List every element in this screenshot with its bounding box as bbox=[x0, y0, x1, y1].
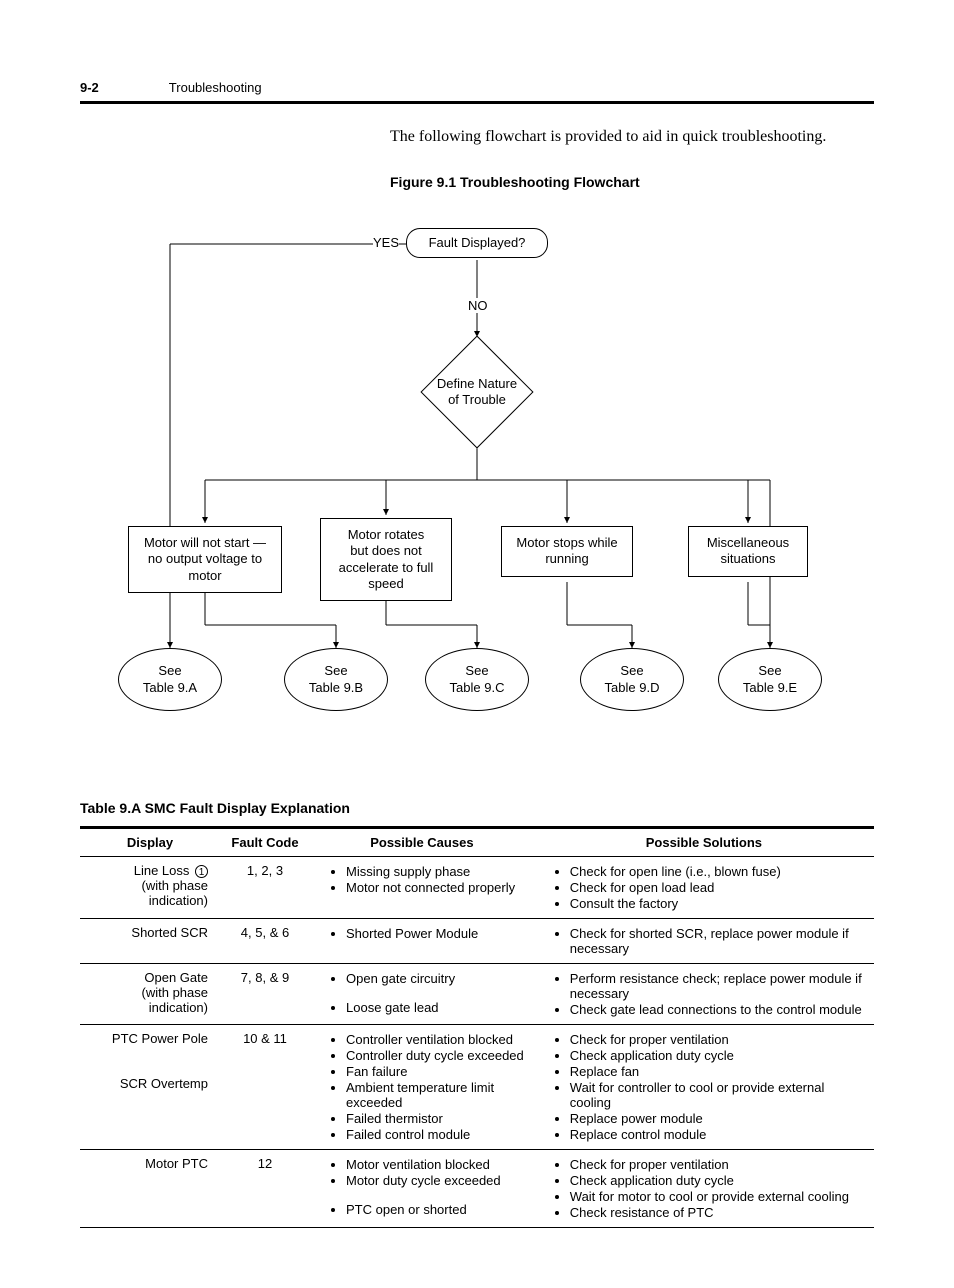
node-see-9e: See Table 9.E bbox=[718, 648, 822, 711]
cell-code: 12 bbox=[220, 1150, 310, 1228]
footnote-icon: 1 bbox=[195, 865, 208, 878]
cell-solutions: Perform resistance check; replace power … bbox=[534, 964, 874, 1025]
node-text-l1: Define Nature bbox=[437, 376, 517, 391]
fault-table: Display Fault Code Possible Causes Possi… bbox=[80, 826, 874, 1228]
th-solutions: Possible Solutions bbox=[534, 828, 874, 857]
header-title: Troubleshooting bbox=[169, 80, 262, 95]
node-fault-displayed: Fault Displayed? bbox=[406, 228, 548, 258]
node-define-nature: Define Nature of Trouble bbox=[421, 336, 533, 448]
node-text-l1: Motor rotates bbox=[348, 527, 425, 542]
flowchart: Fault Displayed? YES NO Define Nature of… bbox=[80, 220, 874, 760]
cell-code: 1, 2, 3 bbox=[220, 857, 310, 919]
table-ref: Table 9.C bbox=[450, 680, 505, 695]
node-text-l4: speed bbox=[368, 576, 403, 591]
table-row: PTC Power Pole SCR Overtemp 10 & 11 Cont… bbox=[80, 1025, 874, 1150]
cell-display: Shorted SCR bbox=[80, 919, 220, 964]
cell-causes: Missing supply phase Motor not connected… bbox=[310, 857, 534, 919]
see-label: See bbox=[465, 663, 488, 678]
node-text-l2: running bbox=[545, 551, 588, 566]
cell-display: Motor PTC bbox=[80, 1150, 220, 1228]
node-branch-misc: Miscellaneous situations bbox=[688, 526, 808, 577]
cell-solutions: Check for proper ventilation Check appli… bbox=[534, 1025, 874, 1150]
table-header-row: Display Fault Code Possible Causes Possi… bbox=[80, 828, 874, 857]
table-row: Line Loss 1 (with phase indication) 1, 2… bbox=[80, 857, 874, 919]
node-text-l3: motor bbox=[188, 568, 221, 583]
see-label: See bbox=[324, 663, 347, 678]
table-row: Open Gate (with phase indication) 7, 8, … bbox=[80, 964, 874, 1025]
table-ref: Table 9.B bbox=[309, 680, 363, 695]
th-display: Display bbox=[80, 828, 220, 857]
node-see-9a: See Table 9.A bbox=[118, 648, 222, 711]
node-text-l2: of Trouble bbox=[448, 392, 506, 407]
node-see-9c: See Table 9.C bbox=[425, 648, 529, 711]
cell-code: 7, 8, & 9 bbox=[220, 964, 310, 1025]
cell-code: 4, 5, & 6 bbox=[220, 919, 310, 964]
see-label: See bbox=[620, 663, 643, 678]
cell-causes: Open gate circuitry Loose gate lead bbox=[310, 964, 534, 1025]
page-header: 9-2 Troubleshooting bbox=[80, 80, 874, 95]
node-see-9b: See Table 9.B bbox=[284, 648, 388, 711]
table-ref: Table 9.A bbox=[143, 680, 197, 695]
node-text: Fault Displayed? bbox=[429, 235, 526, 251]
page-number: 9-2 bbox=[80, 80, 99, 95]
cell-solutions: Check for open line (i.e., blown fuse) C… bbox=[534, 857, 874, 919]
node-text-l2: but does not bbox=[350, 543, 422, 558]
cell-solutions: Check for proper ventilation Check appli… bbox=[534, 1150, 874, 1228]
node-branch-no-start: Motor will not start — no output voltage… bbox=[128, 526, 282, 593]
node-branch-no-accel: Motor rotates but does not accelerate to… bbox=[320, 518, 452, 601]
cell-causes: Shorted Power Module bbox=[310, 919, 534, 964]
cell-causes: Motor ventilation blocked Motor duty cyc… bbox=[310, 1150, 534, 1228]
node-text-l2: no output voltage to bbox=[148, 551, 262, 566]
table-row: Shorted SCR 4, 5, & 6 Shorted Power Modu… bbox=[80, 919, 874, 964]
see-label: See bbox=[758, 663, 781, 678]
label-no: NO bbox=[468, 298, 488, 313]
node-text-l2: situations bbox=[721, 551, 776, 566]
label-yes: YES bbox=[373, 235, 399, 250]
intro-text: The following flowchart is provided to a… bbox=[390, 128, 874, 146]
figure-caption: Figure 9.1 Troubleshooting Flowchart bbox=[390, 174, 874, 190]
cell-display: Open Gate (with phase indication) bbox=[80, 964, 220, 1025]
node-text-l1: Motor will not start — bbox=[144, 535, 266, 550]
cell-causes: Controller ventilation blocked Controlle… bbox=[310, 1025, 534, 1150]
cell-solutions: Check for shorted SCR, replace power mod… bbox=[534, 919, 874, 964]
table-row: Motor PTC 12 Motor ventilation blocked M… bbox=[80, 1150, 874, 1228]
table-ref: Table 9.D bbox=[605, 680, 660, 695]
cell-display: PTC Power Pole SCR Overtemp bbox=[80, 1025, 220, 1150]
table-ref: Table 9.E bbox=[743, 680, 797, 695]
page: 9-2 Troubleshooting The following flowch… bbox=[0, 0, 954, 1288]
th-code: Fault Code bbox=[220, 828, 310, 857]
node-text-l1: Miscellaneous bbox=[707, 535, 789, 550]
th-causes: Possible Causes bbox=[310, 828, 534, 857]
node-branch-stops: Motor stops while running bbox=[501, 526, 633, 577]
node-text-l3: accelerate to full bbox=[339, 560, 434, 575]
table-caption: Table 9.A SMC Fault Display Explanation bbox=[80, 800, 874, 816]
node-text-l1: Motor stops while bbox=[516, 535, 617, 550]
header-rule bbox=[80, 101, 874, 104]
node-see-9d: See Table 9.D bbox=[580, 648, 684, 711]
cell-display: Line Loss 1 (with phase indication) bbox=[80, 857, 220, 919]
cell-code: 10 & 11 bbox=[220, 1025, 310, 1150]
see-label: See bbox=[158, 663, 181, 678]
